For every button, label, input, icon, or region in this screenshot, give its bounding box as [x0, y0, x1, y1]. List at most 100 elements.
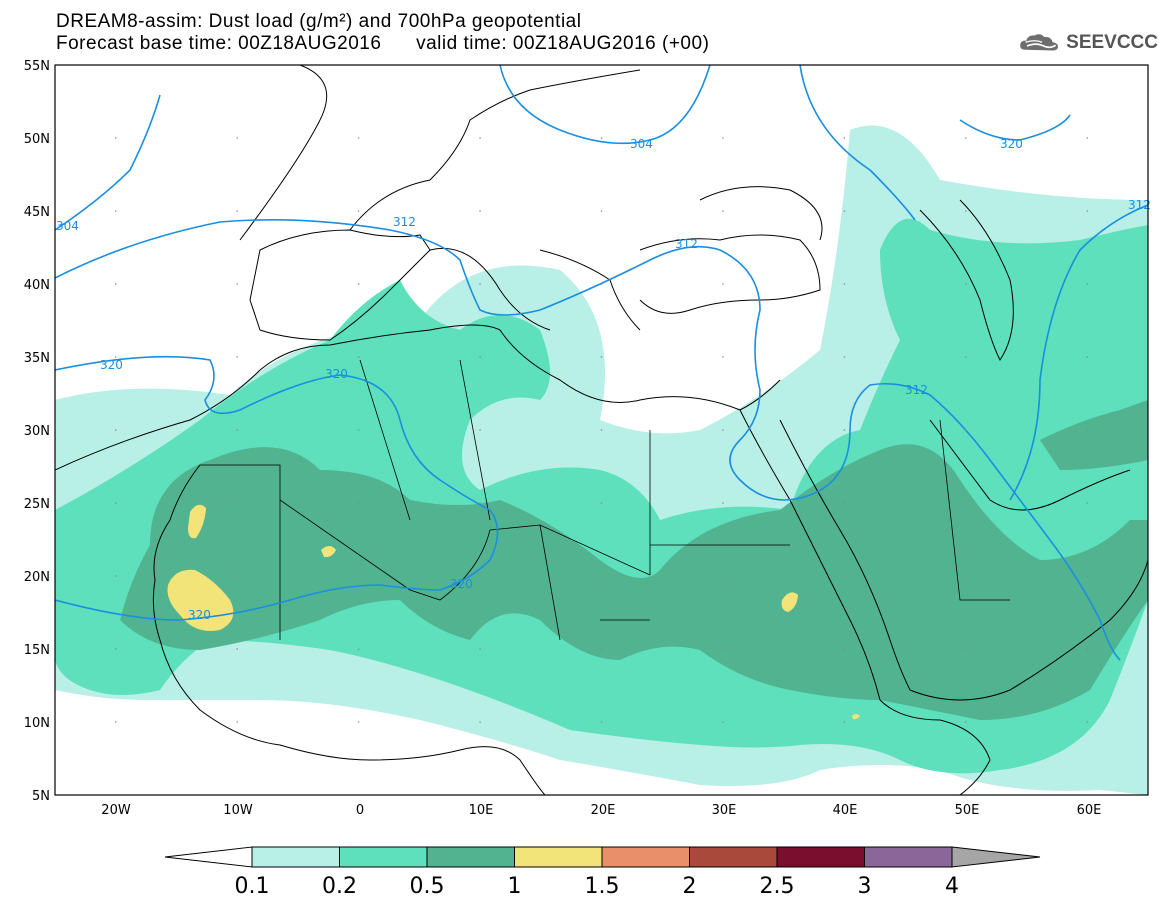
colorbar-label: 3 — [858, 874, 872, 899]
grid-dot — [601, 721, 603, 723]
grid-dot — [1086, 137, 1088, 139]
lat-tick-label: 15N — [24, 643, 50, 658]
grid-dot — [115, 721, 117, 723]
colorbar-cell — [340, 847, 428, 867]
grid-dot — [601, 283, 603, 285]
grid-dot — [722, 575, 724, 577]
grid-dot — [358, 575, 360, 577]
lon-tick-label: 30E — [712, 803, 737, 818]
lon-tick-label: 0 — [356, 803, 364, 818]
grid-dot — [115, 429, 117, 431]
grid-dot — [844, 575, 846, 577]
grid-dot — [479, 502, 481, 504]
grid-dot — [965, 648, 967, 650]
grid-dot — [844, 356, 846, 358]
contour-304 — [500, 65, 710, 143]
contour-312-west — [55, 95, 160, 230]
coast-turkey — [640, 235, 820, 313]
contour-label: 320 — [188, 608, 211, 622]
grid-dot — [965, 137, 967, 139]
colorbar-cell — [427, 847, 515, 867]
grid-dot — [479, 721, 481, 723]
grid-dot — [844, 429, 846, 431]
grid-dot — [236, 356, 238, 358]
colorbar-label: 2.5 — [760, 874, 795, 899]
colorbar-cell — [777, 847, 865, 867]
grid-dot — [601, 502, 603, 504]
colorbar-label: 4 — [945, 874, 959, 899]
grid-dot — [844, 721, 846, 723]
dust-fields — [55, 126, 1148, 795]
grid-dot — [236, 648, 238, 650]
grid-dot — [236, 137, 238, 139]
grid-dot — [115, 137, 117, 139]
coast-europe — [240, 65, 640, 330]
grid-dot — [358, 356, 360, 358]
grid-dot — [115, 283, 117, 285]
lon-tick-label: 20E — [591, 803, 616, 818]
colorbar-label: 1 — [508, 874, 522, 899]
grid-dot — [115, 356, 117, 358]
colorbar-cell — [865, 847, 953, 867]
contour-label: 320 — [100, 358, 123, 372]
grid-dot — [965, 502, 967, 504]
colorbar-cell — [690, 847, 778, 867]
colorbar-cells — [252, 847, 952, 867]
lon-tick-label: 20W — [101, 803, 131, 818]
grid-dot — [479, 137, 481, 139]
grid-dot — [844, 283, 846, 285]
grid-dot — [965, 429, 967, 431]
grid-dot — [358, 137, 360, 139]
grid-dot — [965, 210, 967, 212]
grid-dot — [1086, 575, 1088, 577]
grid-dot — [965, 283, 967, 285]
grid-dot — [236, 502, 238, 504]
grid-dot — [479, 356, 481, 358]
grid-dot — [601, 429, 603, 431]
grid-dot — [722, 283, 724, 285]
lat-tick-label: 35N — [24, 351, 50, 366]
grid-dot — [722, 502, 724, 504]
contour-label: 312 — [905, 383, 928, 397]
colorbar-cell — [515, 847, 603, 867]
colorbar-high-arrow — [952, 847, 1040, 867]
grid-dot — [844, 137, 846, 139]
grid-dot — [115, 210, 117, 212]
grid-dot — [601, 137, 603, 139]
lat-tick-label: 40N — [24, 278, 50, 293]
lon-tick-label: 10W — [223, 803, 253, 818]
lon-tick-label: 60E — [1077, 803, 1102, 818]
grid-dot — [358, 721, 360, 723]
grid-dot — [722, 356, 724, 358]
contour-label: 320 — [1000, 137, 1023, 151]
grid-dot — [115, 648, 117, 650]
grid-dot — [965, 721, 967, 723]
grid-dot — [358, 648, 360, 650]
lat-tick-label: 10N — [24, 716, 50, 731]
grid-dot — [601, 648, 603, 650]
colorbar-labels: 0.1 0.2 0.5 1 1.5 2 2.5 3 4 — [235, 874, 960, 899]
grid-dot — [479, 575, 481, 577]
lon-tick-label: 10E — [469, 803, 494, 818]
grid-dot — [1086, 648, 1088, 650]
colorbar-label: 0.1 — [235, 874, 270, 899]
lat-tick-label: 55N — [24, 59, 50, 74]
grid-dot — [1086, 502, 1088, 504]
grid-dot — [236, 429, 238, 431]
lat-axis: 55N 50N 45N 40N 35N 30N 25N 20N 15N 10N … — [24, 59, 50, 804]
coast-black-sea — [700, 187, 822, 240]
grid-dot — [844, 648, 846, 650]
colorbar-label: 2 — [683, 874, 697, 899]
lat-tick-label: 5N — [32, 789, 50, 804]
colorbar-cell — [252, 847, 340, 867]
grid-dot — [1086, 429, 1088, 431]
grid-dot — [601, 575, 603, 577]
contour-label: 304 — [630, 137, 653, 151]
grid-dot — [1086, 356, 1088, 358]
grid-dot — [965, 356, 967, 358]
lat-tick-label: 30N — [24, 424, 50, 439]
grid-dot — [358, 429, 360, 431]
grid-dot — [479, 210, 481, 212]
colorbar-label: 0.2 — [322, 874, 357, 899]
colorbar-low-arrow — [165, 847, 252, 867]
